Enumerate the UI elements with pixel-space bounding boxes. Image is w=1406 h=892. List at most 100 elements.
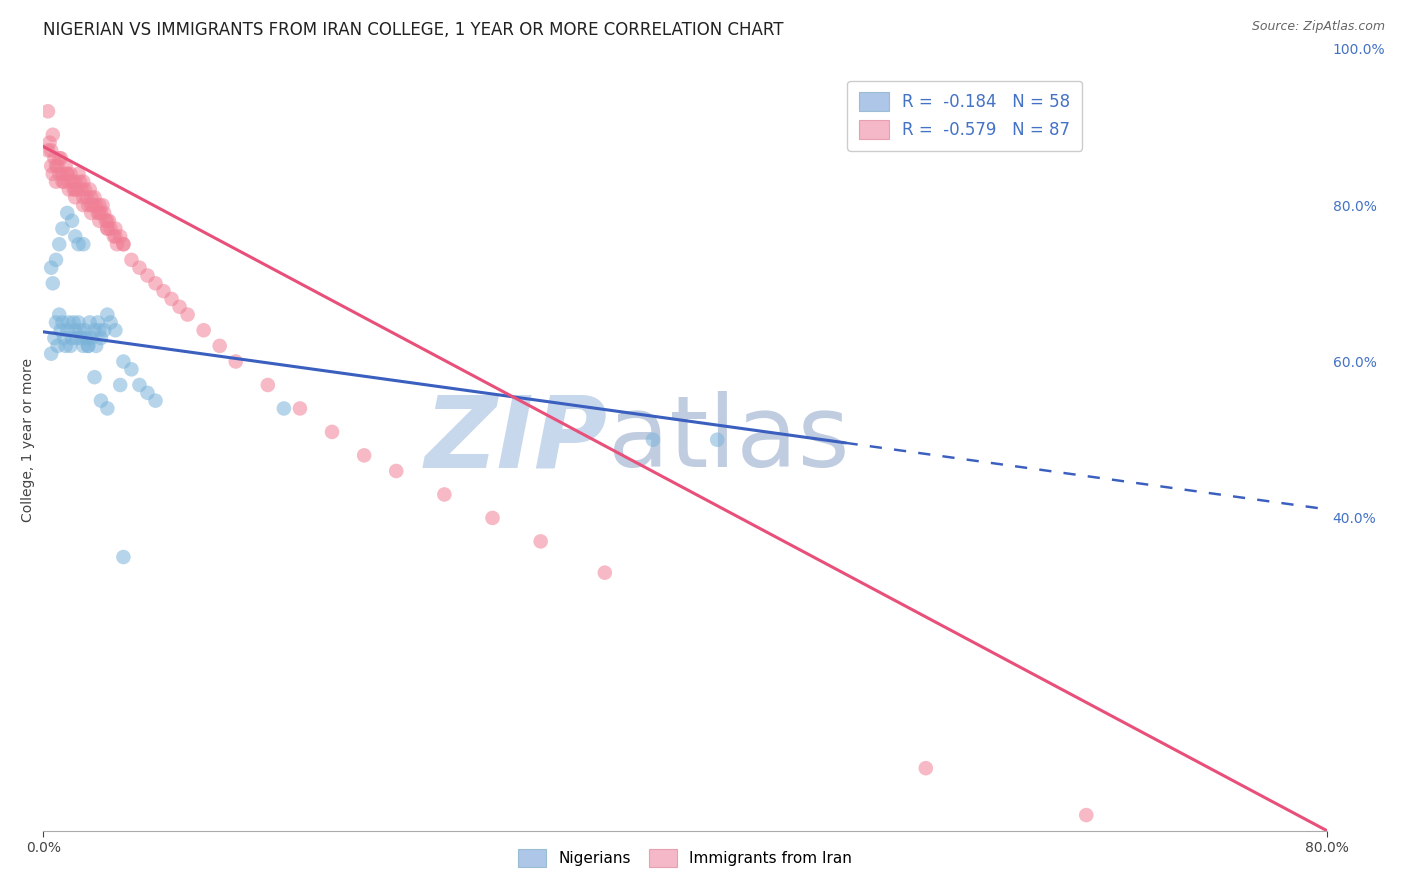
Point <box>105 237 128 252</box>
Point <box>72 339 94 353</box>
Point <box>77 198 100 212</box>
Point <box>44 151 66 165</box>
Point <box>93 323 115 337</box>
Point <box>145 277 167 291</box>
Point <box>83 323 105 337</box>
Point <box>120 362 142 376</box>
Point <box>96 308 118 322</box>
Point <box>80 190 103 204</box>
Point <box>1076 808 1098 822</box>
Point <box>72 190 94 204</box>
Point <box>256 378 278 392</box>
Point <box>67 315 90 329</box>
Point <box>62 315 84 329</box>
Point <box>97 213 120 227</box>
Point <box>67 167 90 181</box>
Point <box>48 151 70 165</box>
Point <box>87 315 110 329</box>
Point <box>80 198 103 212</box>
Point <box>48 308 70 322</box>
Point <box>89 206 111 220</box>
Text: ZIP: ZIP <box>425 392 607 488</box>
Point <box>67 237 90 252</box>
Point <box>83 370 105 384</box>
Point <box>104 323 127 337</box>
Point <box>70 182 93 196</box>
Point <box>288 401 311 416</box>
Point <box>72 175 94 189</box>
Point <box>56 206 79 220</box>
Point <box>66 182 89 196</box>
Point <box>169 300 191 314</box>
Point <box>60 213 83 227</box>
Point <box>51 221 73 235</box>
Point <box>90 331 112 345</box>
Point <box>84 198 107 212</box>
Point <box>42 128 65 142</box>
Point <box>60 175 83 189</box>
Point <box>108 229 131 244</box>
Point <box>56 167 79 181</box>
Point <box>70 331 93 345</box>
Point <box>93 206 115 220</box>
Point <box>59 167 82 181</box>
Point <box>60 331 83 345</box>
Point <box>481 511 503 525</box>
Point <box>104 221 127 235</box>
Point <box>104 229 127 244</box>
Point <box>65 190 87 204</box>
Point <box>89 198 111 212</box>
Point <box>145 393 167 408</box>
Point <box>69 323 91 337</box>
Point <box>55 159 77 173</box>
Point <box>79 182 101 196</box>
Point <box>37 104 59 119</box>
Point <box>100 315 122 329</box>
Point <box>208 339 231 353</box>
Point <box>385 464 408 478</box>
Point <box>73 323 96 337</box>
Point <box>38 136 60 150</box>
Point <box>353 448 375 462</box>
Point <box>94 213 117 227</box>
Point <box>45 175 67 189</box>
Point <box>55 339 77 353</box>
Text: NIGERIAN VS IMMIGRANTS FROM IRAN COLLEGE, 1 YEAR OR MORE CORRELATION CHART: NIGERIAN VS IMMIGRANTS FROM IRAN COLLEGE… <box>44 21 783 39</box>
Point <box>128 260 150 275</box>
Text: atlas: atlas <box>607 392 849 488</box>
Point <box>48 237 70 252</box>
Point <box>706 433 728 447</box>
Point <box>321 425 343 439</box>
Point <box>96 401 118 416</box>
Point <box>72 237 94 252</box>
Point <box>100 221 122 235</box>
Point <box>56 323 79 337</box>
Point <box>66 331 89 345</box>
Point <box>120 252 142 267</box>
Point <box>112 354 135 368</box>
Point <box>44 331 66 345</box>
Point <box>103 229 125 244</box>
Point <box>39 144 62 158</box>
Point <box>91 198 114 212</box>
Legend: Nigerians, Immigrants from Iran: Nigerians, Immigrants from Iran <box>508 838 862 878</box>
Point <box>82 198 104 212</box>
Y-axis label: College, 1 year or more: College, 1 year or more <box>21 358 35 522</box>
Point <box>59 339 82 353</box>
Point <box>96 213 118 227</box>
Point <box>53 331 76 345</box>
Point <box>46 339 69 353</box>
Point <box>62 182 84 196</box>
Point <box>48 167 70 181</box>
Point <box>77 339 100 353</box>
Point <box>87 206 110 220</box>
Point <box>79 315 101 329</box>
Point <box>152 284 174 298</box>
Point <box>42 167 65 181</box>
Point <box>69 175 91 189</box>
Point <box>273 401 295 416</box>
Point <box>56 167 79 181</box>
Point <box>65 323 87 337</box>
Point <box>65 229 87 244</box>
Point <box>42 277 65 291</box>
